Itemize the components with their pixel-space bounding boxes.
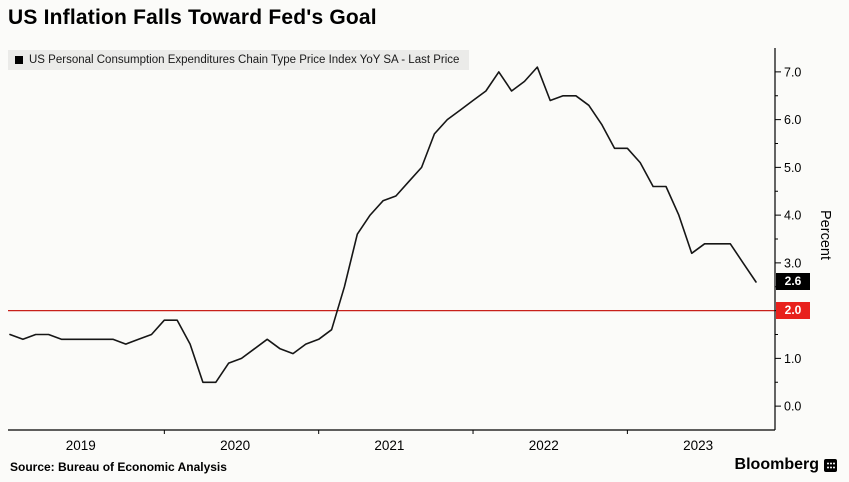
- y-tick-label: 7.0: [784, 65, 801, 79]
- pce-yoy-line: [9, 66, 757, 384]
- y-tick-label: 0.0: [784, 400, 801, 414]
- x-tick-label: 2020: [220, 438, 250, 453]
- source-note: Source: Bureau of Economic Analysis: [10, 460, 227, 474]
- y-tick-label: 3.0: [784, 256, 801, 270]
- bloomberg-wordmark: Bloomberg: [734, 456, 819, 473]
- y-axis-label: Percent: [817, 210, 833, 260]
- x-tick-label: 2023: [683, 438, 713, 453]
- chart-title: US Inflation Falls Toward Fed's Goal: [8, 6, 377, 29]
- y-tick-label: 6.0: [784, 113, 801, 127]
- legend-swatch-icon: [15, 56, 23, 64]
- fed-target-badge: 2.0: [776, 302, 810, 319]
- last-price-badge: 2.6: [776, 273, 810, 290]
- bloomberg-logo: Bloomberg: [735, 456, 837, 474]
- legend-label: US Personal Consumption Expenditures Cha…: [29, 54, 460, 66]
- y-tick-label: 1.0: [784, 352, 801, 366]
- bloomberg-key-icon: [824, 458, 837, 472]
- legend: US Personal Consumption Expenditures Cha…: [8, 50, 470, 70]
- x-tick-label: 2021: [374, 438, 404, 453]
- x-tick-label: 2019: [66, 438, 96, 453]
- x-tick-label: 2022: [529, 438, 559, 453]
- y-tick-label: 5.0: [784, 161, 801, 175]
- y-tick-label: 4.0: [784, 209, 801, 223]
